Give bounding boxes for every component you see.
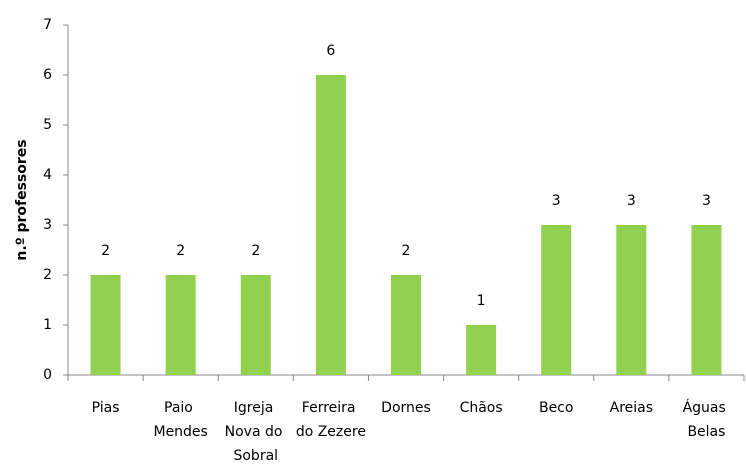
label-line: Mendes	[153, 424, 207, 440]
bar	[391, 275, 421, 375]
bar	[541, 225, 572, 375]
y-tick-label: 7	[43, 17, 52, 33]
bar	[240, 275, 271, 375]
label-line: Beco	[539, 400, 573, 416]
x-tick-label: Pias	[92, 400, 120, 416]
y-tick-label: 5	[43, 117, 52, 133]
x-tick-label: Paio Mendes	[153, 400, 207, 440]
y-axis-label: n.º professores	[14, 139, 30, 260]
x-tick-label: Beco	[539, 400, 573, 416]
y-tick-label: 2	[43, 267, 52, 283]
y-tick-label: 6	[43, 67, 52, 83]
data-label: 6	[326, 43, 335, 59]
label-line: Sobral	[233, 448, 278, 464]
label-line: Ferreira	[302, 400, 360, 416]
data-label: 3	[552, 193, 561, 209]
label-line: Igreja	[234, 400, 278, 416]
label-line: Pias	[92, 400, 120, 416]
label-line: Dornes	[381, 400, 431, 416]
label-line: do Zezere	[296, 424, 366, 440]
bar	[616, 225, 647, 375]
x-tick-label: Dornes	[381, 400, 431, 416]
data-label: 2	[176, 243, 185, 259]
bar	[691, 225, 722, 375]
x-tick-label: Igreja Nova do Sobral	[225, 400, 287, 464]
data-label: 2	[402, 243, 411, 259]
y-tick-label: 1	[43, 317, 52, 333]
label-line: Areias	[610, 400, 653, 416]
data-label: 3	[702, 193, 711, 209]
data-label: 2	[251, 243, 260, 259]
label-line: Paio	[164, 400, 197, 416]
data-label: 2	[101, 243, 110, 259]
y-tick-label: 4	[43, 167, 52, 183]
x-tick-label: Chãos	[460, 400, 503, 416]
data-label: 3	[627, 193, 636, 209]
x-tick-label: Ferreira do Zezere	[296, 400, 366, 440]
y-tick-label: 3	[43, 217, 52, 233]
y-tick-label: 0	[43, 367, 52, 383]
bar	[315, 75, 346, 375]
label-line: Belas	[687, 424, 725, 440]
bar	[90, 275, 121, 375]
label-line: Chãos	[460, 400, 503, 416]
x-tick-label: Águas Belas	[683, 399, 731, 440]
data-label: 1	[477, 293, 486, 309]
label-line: Águas	[683, 399, 731, 416]
x-tick-label: Areias	[610, 400, 653, 416]
bar	[165, 275, 196, 375]
bar	[466, 325, 497, 375]
label-line: Nova do	[225, 424, 287, 440]
